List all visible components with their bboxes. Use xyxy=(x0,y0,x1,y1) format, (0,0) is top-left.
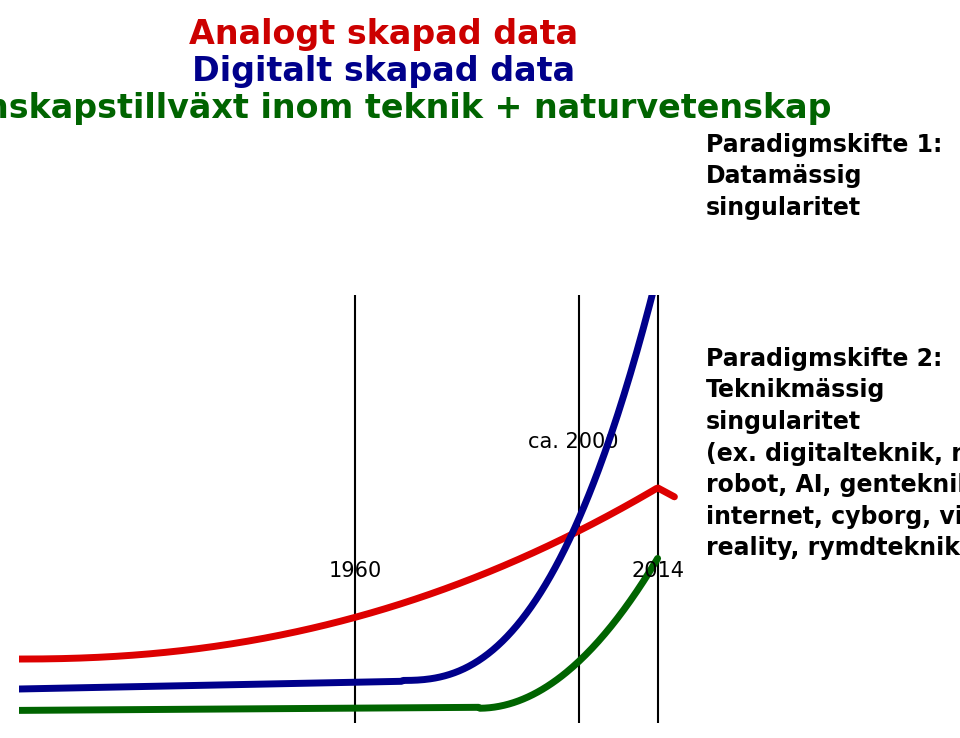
Text: Analogt skapad data: Analogt skapad data xyxy=(189,18,579,52)
Text: 1960: 1960 xyxy=(328,561,382,581)
Text: Kunskapstillväxt inom teknik + naturvetenskap: Kunskapstillväxt inom teknik + naturvete… xyxy=(0,92,831,125)
Text: 2014: 2014 xyxy=(631,561,684,581)
Text: Paradigmskifte 1:
Datamässig
singularitet: Paradigmskifte 1: Datamässig singularite… xyxy=(706,133,942,220)
Text: ca. 2000: ca. 2000 xyxy=(528,432,619,452)
Text: Paradigmskifte 2:
Teknikmässig
singularitet
(ex. digitalteknik, nano,
robot, AI,: Paradigmskifte 2: Teknikmässig singulari… xyxy=(706,347,960,560)
Text: Digitalt skapad data: Digitalt skapad data xyxy=(192,55,576,89)
